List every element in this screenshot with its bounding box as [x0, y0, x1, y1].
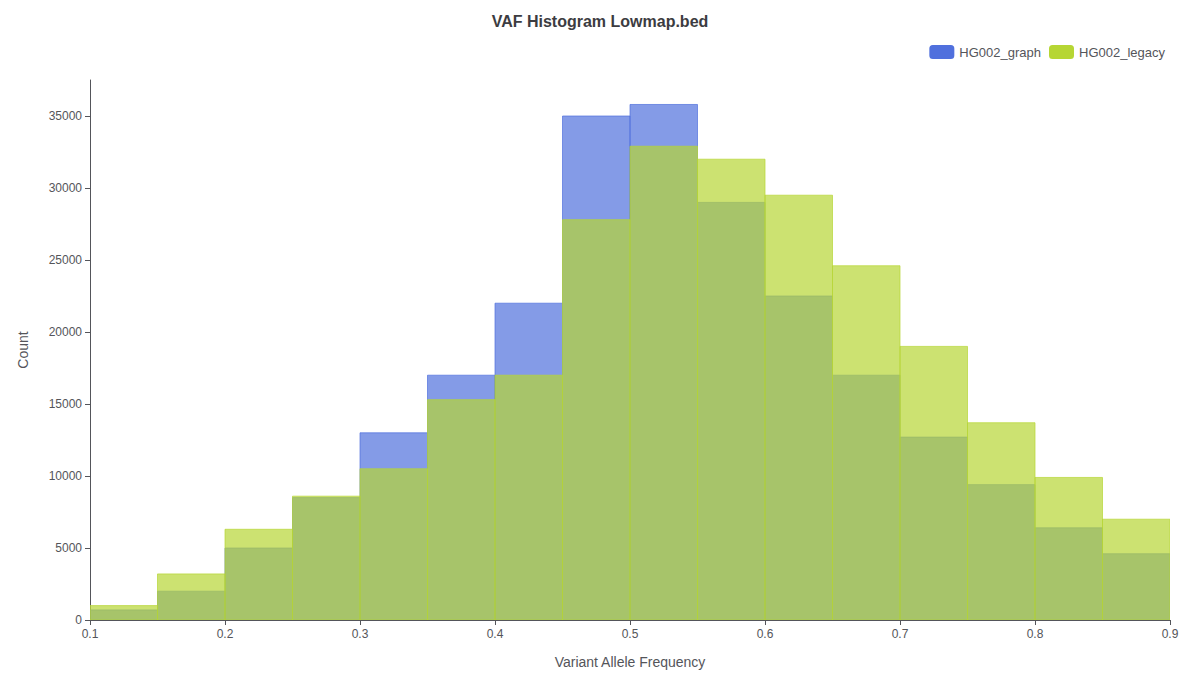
svg-text:35000: 35000	[49, 109, 83, 123]
svg-text:0.4: 0.4	[487, 627, 504, 641]
svg-text:0.9: 0.9	[1162, 627, 1179, 641]
svg-text:20000: 20000	[49, 325, 83, 339]
svg-text:VAF Histogram Lowmap.bed: VAF Histogram Lowmap.bed	[492, 13, 709, 30]
svg-text:0.7: 0.7	[892, 627, 909, 641]
svg-text:0.6: 0.6	[757, 627, 774, 641]
svg-text:HG002_legacy: HG002_legacy	[1079, 45, 1165, 60]
svg-text:0: 0	[75, 613, 82, 627]
svg-text:15000: 15000	[49, 397, 83, 411]
svg-text:30000: 30000	[49, 181, 83, 195]
svg-text:0.1: 0.1	[82, 627, 99, 641]
svg-text:Count: Count	[15, 331, 31, 368]
svg-text:0.2: 0.2	[217, 627, 234, 641]
svg-text:HG002_graph: HG002_graph	[959, 45, 1041, 60]
svg-text:Variant Allele Frequency: Variant Allele Frequency	[555, 654, 706, 670]
svg-text:0.8: 0.8	[1027, 627, 1044, 641]
svg-text:0.3: 0.3	[352, 627, 369, 641]
svg-text:0.5: 0.5	[622, 627, 639, 641]
svg-text:10000: 10000	[49, 469, 83, 483]
svg-text:25000: 25000	[49, 253, 83, 267]
svg-text:5000: 5000	[55, 541, 82, 555]
